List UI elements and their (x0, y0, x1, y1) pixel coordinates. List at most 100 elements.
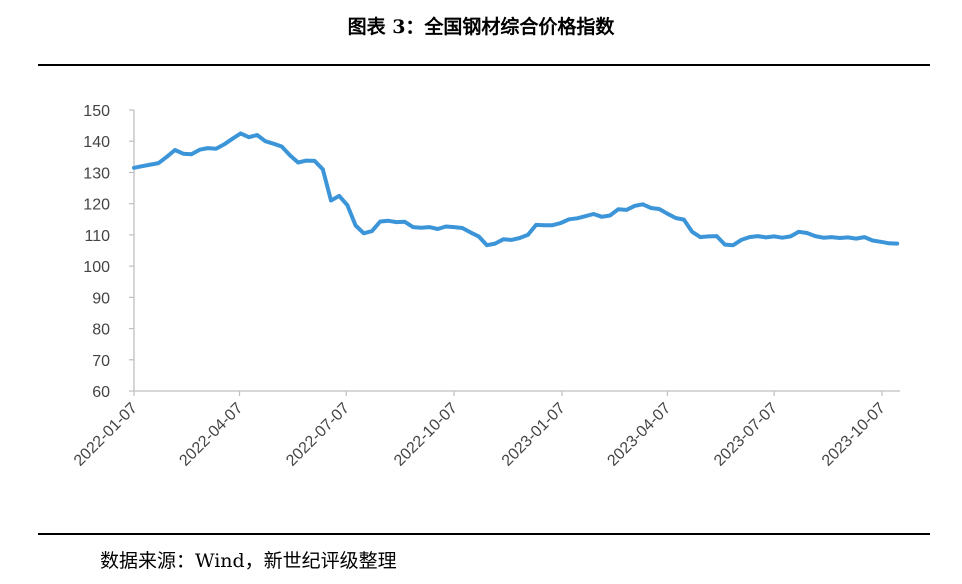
data-point (313, 159, 316, 163)
data-point (551, 224, 554, 227)
data-point (814, 234, 817, 238)
data-point (182, 152, 185, 155)
data-point (830, 235, 833, 239)
data-point (354, 224, 357, 227)
x-tick-label: 2022-01-07 (71, 400, 141, 470)
x-tick-label: 2022-07-07 (283, 400, 353, 470)
data-point (658, 207, 661, 211)
y-axis: 60 70 80 90 100 110 120 130 140 150 (83, 103, 135, 401)
data-point (338, 194, 341, 198)
data-point (469, 231, 472, 234)
data-point (395, 220, 398, 224)
y-tick-label: 90 (92, 290, 110, 307)
data-point (206, 146, 210, 150)
data-point (387, 219, 390, 222)
data-point (305, 159, 308, 162)
y-tick-label: 150 (83, 103, 110, 120)
top-rule (38, 64, 930, 66)
data-point (132, 166, 136, 169)
data-point (231, 137, 234, 140)
data-point (723, 243, 727, 246)
data-point (518, 236, 521, 240)
data-point (379, 220, 382, 223)
data-point (846, 236, 850, 239)
data-point (149, 163, 152, 166)
data-point (715, 234, 718, 238)
x-tick-label: 2023-01-07 (499, 400, 569, 470)
x-axis: 2022-01-07 2022-04-07 2022-07-07 2022-10-07… (71, 390, 900, 470)
data-point (141, 165, 144, 168)
data-point (346, 204, 349, 207)
data-point (190, 153, 193, 156)
data-point (592, 212, 595, 216)
data-point (411, 225, 415, 229)
source-note: 数据来源：Wind，新世纪评级整理 (100, 550, 397, 572)
data-point (223, 143, 226, 146)
series-group (132, 131, 900, 248)
x-tick-label: 2023-10-07 (819, 400, 889, 470)
data-point (510, 238, 513, 242)
data-point (403, 220, 406, 223)
data-point (502, 238, 505, 241)
data-point (461, 226, 464, 230)
data-point (485, 244, 489, 247)
data-point (452, 225, 456, 229)
data-point (887, 242, 891, 245)
data-point (699, 235, 702, 239)
data-point (477, 235, 480, 238)
data-point (789, 235, 792, 238)
data-point (362, 232, 365, 235)
data-point (772, 235, 776, 238)
data-point (329, 199, 333, 202)
data-point (674, 216, 677, 220)
data-point (173, 148, 177, 152)
y-tick-label: 70 (92, 353, 110, 370)
data-point (157, 161, 160, 165)
y-tick-label: 120 (83, 197, 110, 214)
x-tick-label: 2023-04-07 (604, 400, 674, 470)
data-point (641, 203, 644, 206)
data-point (493, 242, 497, 245)
data-point (822, 236, 825, 239)
data-point (321, 168, 324, 171)
data-point (543, 224, 546, 227)
data-point (534, 223, 538, 227)
y-tick-label: 100 (83, 259, 110, 276)
data-point (584, 215, 587, 218)
y-tick-label: 80 (92, 322, 110, 339)
data-point (748, 235, 751, 239)
data-point (370, 229, 374, 233)
data-point (896, 242, 899, 245)
data-point (707, 235, 710, 238)
y-tick-label: 140 (83, 134, 110, 151)
data-point (239, 132, 242, 135)
data-point (198, 148, 201, 151)
data-point (272, 142, 275, 145)
x-tick-label: 2023-07-07 (711, 400, 781, 470)
data-point (420, 226, 423, 229)
data-point (255, 133, 259, 137)
data-point (731, 244, 735, 247)
data-point (797, 230, 800, 233)
data-point (740, 238, 743, 242)
series-line (132, 131, 900, 248)
data-point (649, 206, 653, 210)
data-point (871, 239, 874, 242)
data-point (838, 236, 841, 240)
data-point (633, 204, 636, 208)
data-point (280, 145, 283, 148)
data-point (608, 214, 612, 217)
data-point (625, 208, 628, 212)
data-point (436, 227, 439, 231)
data-point (428, 225, 431, 229)
data-point (264, 140, 267, 143)
data-point (559, 221, 562, 225)
data-point (288, 154, 292, 157)
x-tick-label: 2022-10-07 (391, 400, 461, 470)
data-point (617, 208, 620, 211)
chart-title: 图表 3：全国钢材综合价格指数 (347, 16, 615, 38)
data-point (879, 240, 882, 243)
data-point (863, 235, 866, 239)
data-point (690, 230, 694, 233)
